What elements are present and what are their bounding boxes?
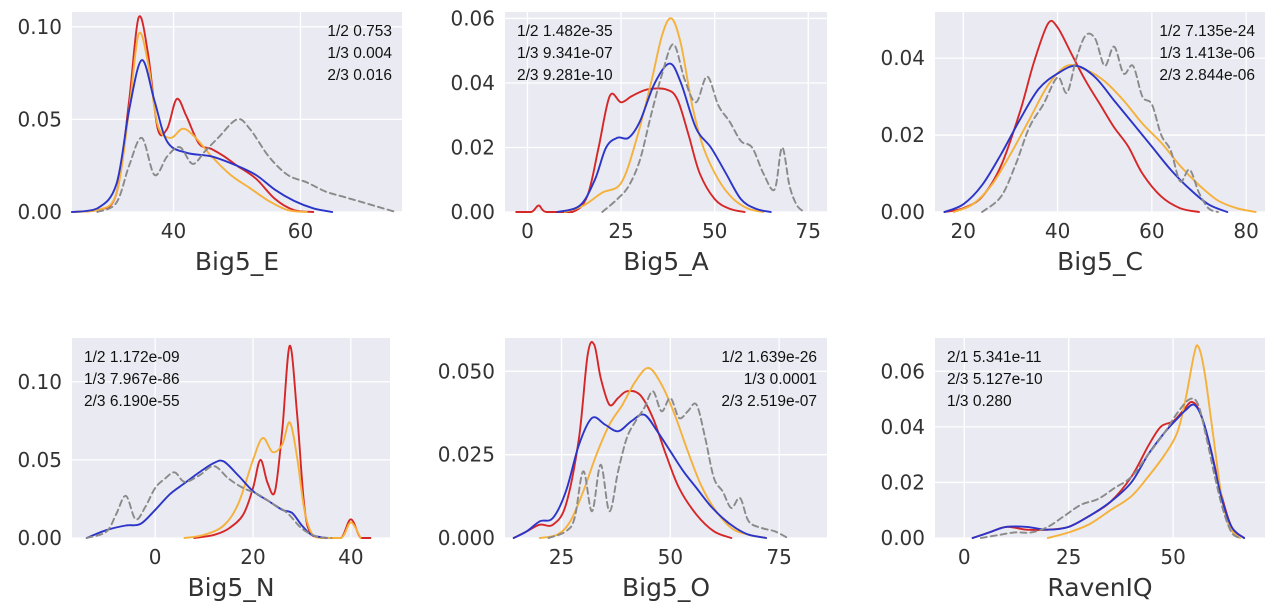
series-line-orange: [71, 31, 308, 213]
x-tick-label: 0: [149, 545, 162, 569]
series-line-blue: [943, 64, 1229, 213]
y-tick-label: 0.06: [450, 6, 495, 30]
p-value-annotation: 1/3 0.0001: [744, 371, 817, 388]
series-line-blue: [556, 62, 772, 213]
p-value-annotation: 1/3 0.280: [947, 393, 1012, 410]
x-axis-label: Big5_E: [195, 247, 279, 276]
series-line-gray: [981, 32, 1219, 213]
series-line-orange: [183, 421, 362, 539]
p-value-annotation: 1/3 0.004: [327, 45, 392, 62]
chart-panel-2: 0 25 50 75 0.00 0.02 0.04 0.06 1/2 1.482e-35 1/3 …: [450, 6, 827, 276]
x-tick-label: 60: [288, 219, 313, 243]
x-tick-label: 25: [1056, 545, 1081, 569]
y-tick-label: 0.02: [880, 123, 925, 147]
p-value-annotation: 2/3 2.844e-06: [1159, 67, 1255, 84]
x-tick-label: 50: [702, 219, 727, 243]
y-tick-label: 0.04: [880, 415, 925, 439]
plot-background: [935, 12, 1265, 212]
x-axis-label: Big5_C: [1057, 247, 1143, 276]
x-axis-label: Big5_A: [623, 247, 708, 276]
y-tick-label: 0.05: [17, 107, 62, 131]
series-line-gray: [547, 390, 789, 539]
p-value-annotation: 1/3 1.413e-06: [1159, 45, 1255, 62]
y-tick-label: 0.04: [880, 46, 925, 70]
x-axis-label: RavenIQ: [1047, 573, 1152, 602]
chart-panel-4: 0 20 40 0.00 0.05 0.10 1/2 1.172e-09 1/3 7.967e…: [17, 338, 390, 602]
chart-panel-6: 0 25 50 0.00 0.02 0.04 0.06 2/1 5.341e-11 2/3 5.…: [880, 338, 1265, 602]
x-axis-label: Big5_O: [622, 573, 710, 602]
chart-panel-1: 40 60 0.00 0.05 0.10 1/2 0.753 1/3 0.004 2/3 0.…: [17, 12, 402, 276]
y-tick-label: 0.06: [880, 359, 925, 383]
y-tick-label: 0.000: [438, 526, 495, 550]
x-tick-label: 0: [521, 219, 534, 243]
series-line-gray: [85, 465, 333, 539]
x-tick-label: 80: [1233, 219, 1258, 243]
y-tick-label: 0.00: [880, 200, 925, 224]
series-line-red: [515, 87, 746, 213]
x-tick-label: 0: [958, 545, 971, 569]
x-axis-label: Big5_N: [187, 573, 274, 602]
plot-background: [935, 338, 1265, 538]
series-line-blue: [85, 459, 328, 539]
p-value-annotation: 1/2 1.172e-09: [84, 349, 180, 366]
y-tick-label: 0.025: [438, 443, 495, 467]
x-tick-label: 75: [796, 219, 821, 243]
p-value-annotation: 1/2 7.135e-24: [1159, 23, 1255, 40]
y-tick-label: 0.050: [438, 359, 495, 383]
p-value-annotation: 1/3 7.967e-86: [84, 371, 180, 388]
series-line-orange: [563, 17, 765, 213]
p-value-annotation: 2/3 0.016: [327, 67, 392, 84]
y-tick-label: 0.05: [17, 448, 62, 472]
y-tick-label: 0.02: [880, 470, 925, 494]
x-tick-label: 50: [1160, 545, 1185, 569]
x-tick-label: 40: [338, 545, 363, 569]
p-value-annotation: 2/3 6.190e-55: [84, 393, 180, 410]
x-tick-label: 50: [658, 545, 683, 569]
p-value-annotation: 2/1 5.341e-11: [947, 349, 1042, 366]
y-tick-label: 0.04: [450, 71, 495, 95]
x-tick-label: 40: [1045, 219, 1070, 243]
x-tick-label: 60: [1139, 219, 1164, 243]
series-line-gray: [979, 397, 1241, 539]
series-line-orange: [952, 64, 1257, 213]
x-tick-label: 25: [608, 219, 633, 243]
x-tick-label: 75: [766, 545, 791, 569]
x-tick-label: 20: [240, 545, 265, 569]
x-tick-label: 25: [549, 545, 574, 569]
y-tick-label: 0.00: [17, 200, 62, 224]
plot-background: [72, 338, 390, 538]
series-line-gray: [96, 118, 397, 213]
p-value-annotation: 1/2 1.482e-35: [517, 23, 613, 40]
p-value-annotation: 2/3 2.519e-07: [721, 393, 817, 410]
y-tick-label: 0.00: [17, 526, 62, 550]
p-value-annotation: 1/2 0.753: [327, 23, 392, 40]
series-line-red: [943, 19, 1200, 213]
y-tick-label: 0.00: [880, 526, 925, 550]
chart-panel-5: 25 50 75 0.000 0.025 0.050 1/2 1.639e-26 1/3 0.…: [438, 338, 827, 602]
series-line-red: [512, 341, 733, 539]
y-tick-label: 0.02: [450, 135, 495, 159]
y-tick-label: 0.00: [450, 200, 495, 224]
series-line-gray: [601, 43, 806, 213]
p-value-annotation: 1/3 9.341e-07: [517, 45, 613, 62]
x-tick-label: 40: [161, 219, 186, 243]
p-value-annotation: 1/2 1.639e-26: [721, 349, 817, 366]
p-value-annotation: 2/3 9.281e-10: [517, 67, 613, 84]
y-tick-label: 0.10: [17, 15, 62, 39]
plot-background: [505, 12, 827, 212]
x-tick-label: 20: [951, 219, 976, 243]
y-tick-label: 0.10: [17, 370, 62, 394]
plot-background: [72, 12, 402, 212]
series-line-blue: [71, 59, 334, 213]
p-value-annotation: 2/3 5.127e-10: [947, 371, 1043, 388]
chart-panel-3: 20 40 60 80 0.00 0.02 0.04 1/2 7.135e-24 1/3 1.4…: [880, 12, 1265, 276]
series-line-orange: [1046, 344, 1241, 539]
